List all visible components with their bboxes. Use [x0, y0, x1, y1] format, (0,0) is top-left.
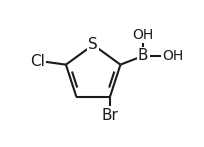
Text: Cl: Cl [30, 54, 45, 69]
Text: OH: OH [162, 49, 184, 63]
Text: Br: Br [102, 108, 119, 123]
Text: S: S [88, 37, 98, 52]
Text: B: B [138, 48, 149, 63]
Text: OH: OH [133, 28, 154, 42]
